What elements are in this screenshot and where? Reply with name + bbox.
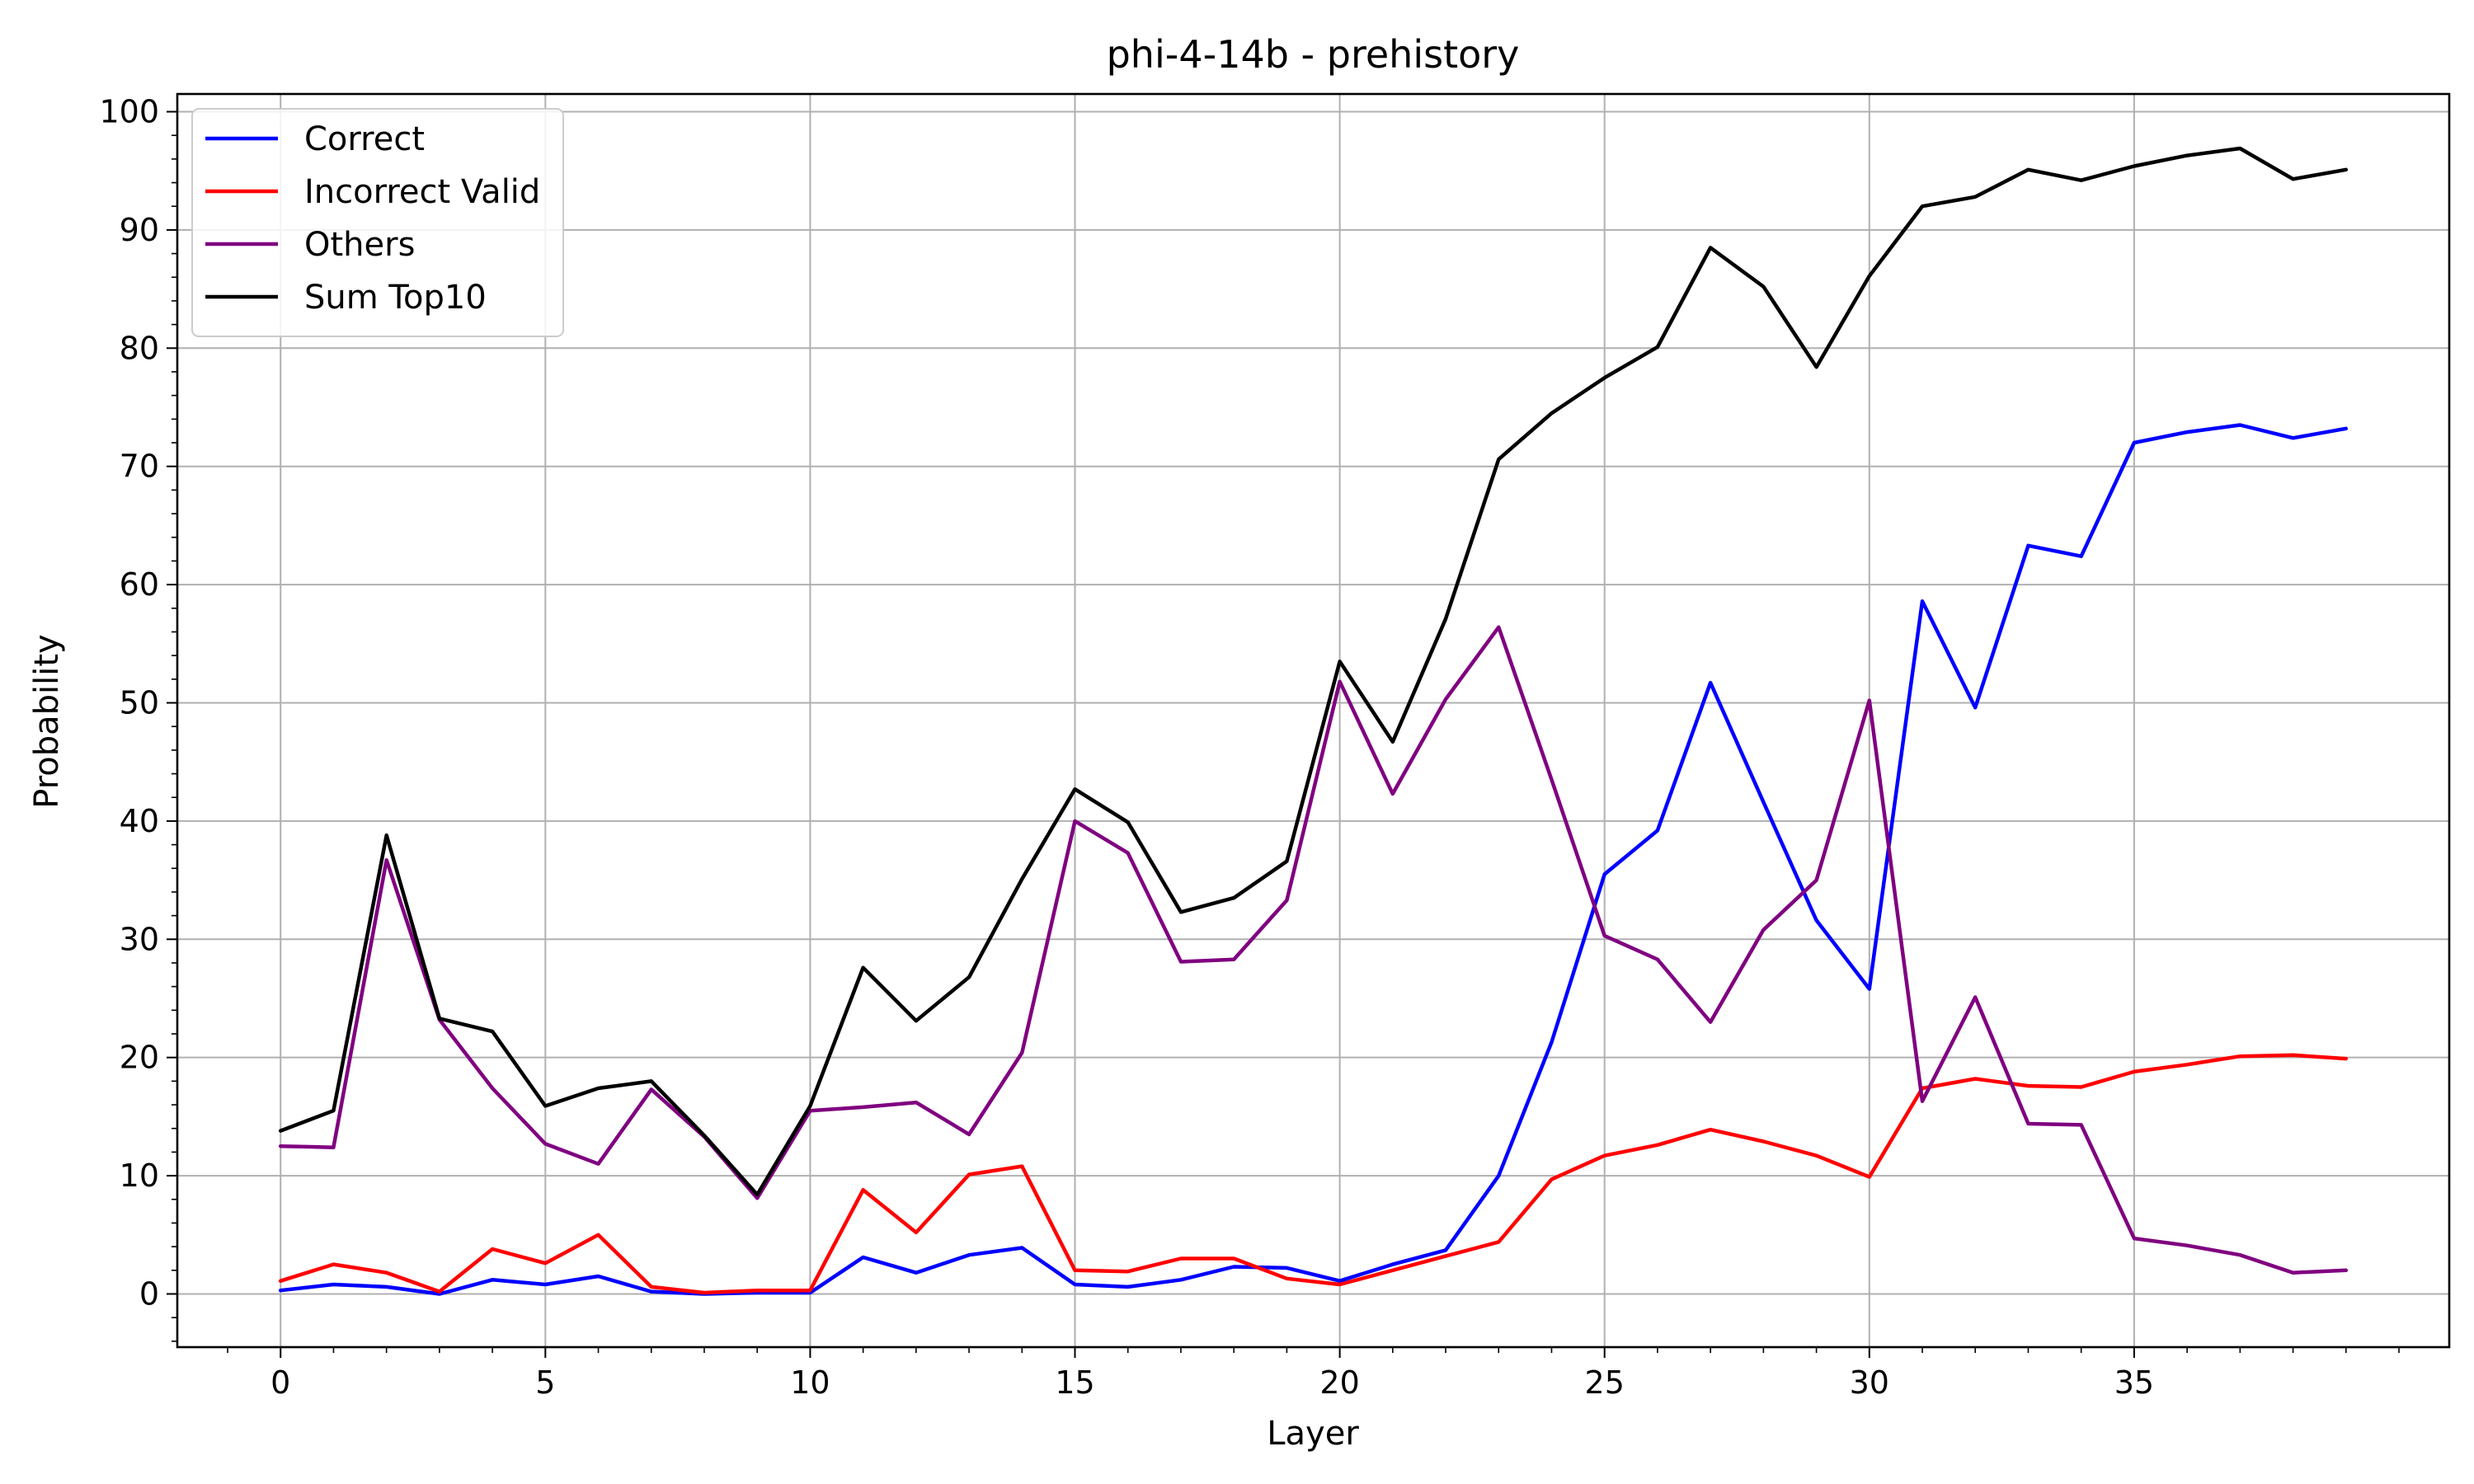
x-tick-label: 10	[790, 1364, 830, 1401]
legend: Correct Incorrect Valid Others Sum Top10	[191, 108, 564, 337]
y-tick-label: 40	[120, 803, 159, 839]
series-line-sum-top10	[278, 146, 2349, 1197]
y-tick-label: 20	[120, 1040, 159, 1076]
y-tick-label: 90	[120, 212, 159, 248]
x-tick-label: 30	[1850, 1364, 1889, 1401]
y-axis-label: Probability	[28, 634, 66, 808]
y-tick-label: 70	[120, 448, 159, 485]
legend-box	[191, 108, 564, 337]
y-tick-label: 80	[120, 330, 159, 366]
x-tick-label: 35	[2114, 1364, 2154, 1401]
y-tick-label: 50	[120, 684, 159, 721]
series-line-others	[278, 625, 2349, 1275]
y-tick-label: 0	[139, 1275, 159, 1312]
y-tick-label: 30	[120, 921, 159, 957]
x-tick-label: 5	[535, 1364, 555, 1401]
legend-label-others: Others	[304, 226, 415, 264]
axis-ticks: 0 5 10 15 20 25 30 35 0 10 20 30 40 50 60 70 80 90 100	[99, 94, 2400, 1401]
legend-label-correct: Correct	[304, 120, 425, 158]
legend-label-incorrect-valid: Incorrect Valid	[304, 173, 540, 211]
series-line-correct	[278, 423, 2349, 1296]
y-tick-label: 100	[99, 94, 159, 130]
y-tick-label: 60	[120, 566, 159, 603]
x-tick-label: 25	[1585, 1364, 1625, 1401]
x-tick-label: 0	[270, 1364, 290, 1401]
x-tick-label: 15	[1055, 1364, 1094, 1401]
y-tick-label: 10	[120, 1158, 159, 1194]
grid	[177, 94, 2449, 1347]
x-tick-label: 20	[1319, 1364, 1359, 1401]
series-line-incorrect-valid	[278, 1053, 2349, 1295]
legend-label-sum-top10: Sum Top10	[304, 279, 487, 317]
plot-frame	[176, 92, 2451, 1349]
x-axis-label: Layer	[1267, 1415, 1359, 1453]
series-lines	[278, 146, 2349, 1296]
chart-title: phi-4-14b - prehistory	[1107, 32, 1520, 77]
